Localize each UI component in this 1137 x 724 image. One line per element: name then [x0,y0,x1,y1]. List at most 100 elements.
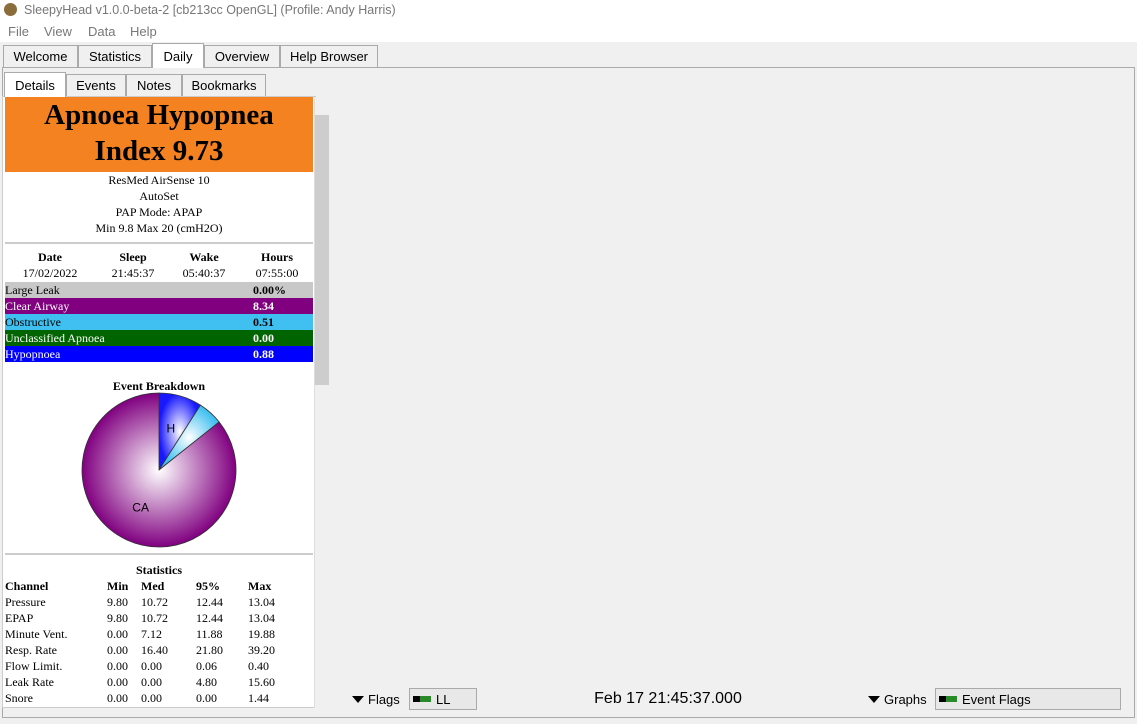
stats-cell: 0.00 [107,643,128,657]
stats-cell: 0.00 [196,691,217,705]
machine-info: AutoSet [139,189,179,203]
index-row [5,298,313,314]
stats-cell: 9.80 [107,611,128,625]
menu-item[interactable]: Data [88,24,116,39]
machine-info: ResMed AirSense 10 [108,173,210,187]
stats-header: Max [248,579,272,593]
machine-info: Min 9.8 Max 20 (cmH2O) [95,221,223,235]
index-value: 0.00 [253,331,274,345]
stats-header: Min [107,579,129,593]
menu-item[interactable]: View [44,24,72,39]
session-value: 21:45:37 [111,266,155,280]
stats-cell: 0.00 [107,627,128,641]
menu-bar [0,20,1137,42]
index-name: Obstructive [5,315,61,329]
pie-label: H [167,422,176,436]
stats-cell: Resp. Rate [5,643,57,657]
graphs-dropdown[interactable]: Event Flags [935,688,1121,710]
stats-cell: 21.80 [196,643,223,657]
session-header: Date [38,250,62,264]
stats-cell: 0.00 [141,691,162,705]
menu-item[interactable]: File [8,24,29,39]
tab[interactable]: Daily [152,43,204,68]
index-name: Unclassified Apnoea [5,331,105,345]
stats-cell: 9.80 [107,595,128,609]
ahi-box [5,97,313,172]
sub-tab[interactable]: Notes [126,74,182,96]
index-value: 0.00% [253,283,286,297]
separator [5,242,313,244]
sub-tab[interactable]: Events [66,74,126,96]
stats-header: Med [141,579,165,593]
stats-cell: Leak Rate [5,675,54,689]
index-row [5,346,313,362]
stats-title: Statistics [136,563,182,577]
flags-dropdown[interactable]: LL [409,688,477,710]
index-name: Clear Airway [5,299,70,313]
pie-title: Event Breakdown [112,379,206,393]
stats-cell: 0.40 [248,659,269,673]
triangle-icon [352,696,364,703]
stats-cell: 10.72 [141,595,168,609]
stats-cell: 12.44 [196,595,223,609]
session-header: Sleep [119,250,147,264]
session-value: 07:55:00 [255,266,299,280]
index-name: Hypopnoea [5,347,61,361]
stats-cell: 0.00 [107,675,128,689]
stats-cell: Pressure [5,595,46,609]
session-value: 05:40:37 [182,266,226,280]
graphs-toggle[interactable]: Graphs [884,692,927,707]
sub-tab[interactable]: Details [4,72,66,97]
date-display: Feb 17 21:45:37.000 [594,690,742,707]
triangle-icon [868,696,880,703]
stats-cell: 13.04 [248,611,275,625]
ahi-text: Apnoea Hypopnea [44,99,274,131]
stats-cell: Flow Limit. [5,659,63,673]
session-header: Wake [189,250,219,264]
stats-cell: 1.44 [248,691,269,705]
stats-cell: Minute Vent. [5,627,68,641]
index-row [5,282,313,298]
stats-cell: Snore [5,691,33,705]
stats-cell: 7.12 [141,627,162,641]
event-breakdown-pie: H CA [81,392,237,548]
index-value: 8.34 [253,299,274,313]
stats-cell: 13.04 [248,595,275,609]
swatch-icon [939,696,957,702]
stats-cell: 4.80 [196,675,217,689]
stats-cell: EPAP [5,611,34,625]
index-name: Large Leak [5,283,60,297]
stats-cell: 11.88 [196,627,223,641]
sub-tab[interactable]: Bookmarks [182,74,266,96]
separator [5,553,313,555]
stats-cell: 0.06 [196,659,217,673]
menu-item[interactable]: Help [130,24,157,39]
index-row [5,314,313,330]
swatch-icon [413,696,431,702]
stats-cell: 0.00 [107,659,128,673]
stats-cell: 15.60 [248,675,275,689]
flags-toggle[interactable]: Flags [368,692,400,707]
pie-slice [81,392,237,548]
left-scroll-thumb[interactable] [315,115,329,385]
app-icon [4,3,17,16]
stats-header: 95% [196,579,220,593]
stats-cell: 12.44 [196,611,223,625]
stats-cell: 39.20 [248,643,275,657]
tab[interactable]: Statistics [78,45,152,67]
tab[interactable]: Help Browser [280,45,378,67]
stats-cell: 16.40 [141,643,168,657]
tab[interactable]: Welcome [3,45,78,67]
ahi-text: Index 9.73 [94,135,224,167]
stats-cell: 10.72 [141,611,168,625]
stats-cell: 0.00 [141,659,162,673]
index-value: 0.88 [253,347,274,361]
machine-info: PAP Mode: APAP [115,205,203,219]
pie-label: CA [132,500,149,514]
window-title: SleepyHead v1.0.0-beta-2 [cb213cc OpenGL… [24,3,396,17]
stats-cell: 19.88 [248,627,275,641]
stats-cell: 0.00 [107,691,128,705]
tab[interactable]: Overview [204,45,280,67]
title-bar [0,0,1137,20]
